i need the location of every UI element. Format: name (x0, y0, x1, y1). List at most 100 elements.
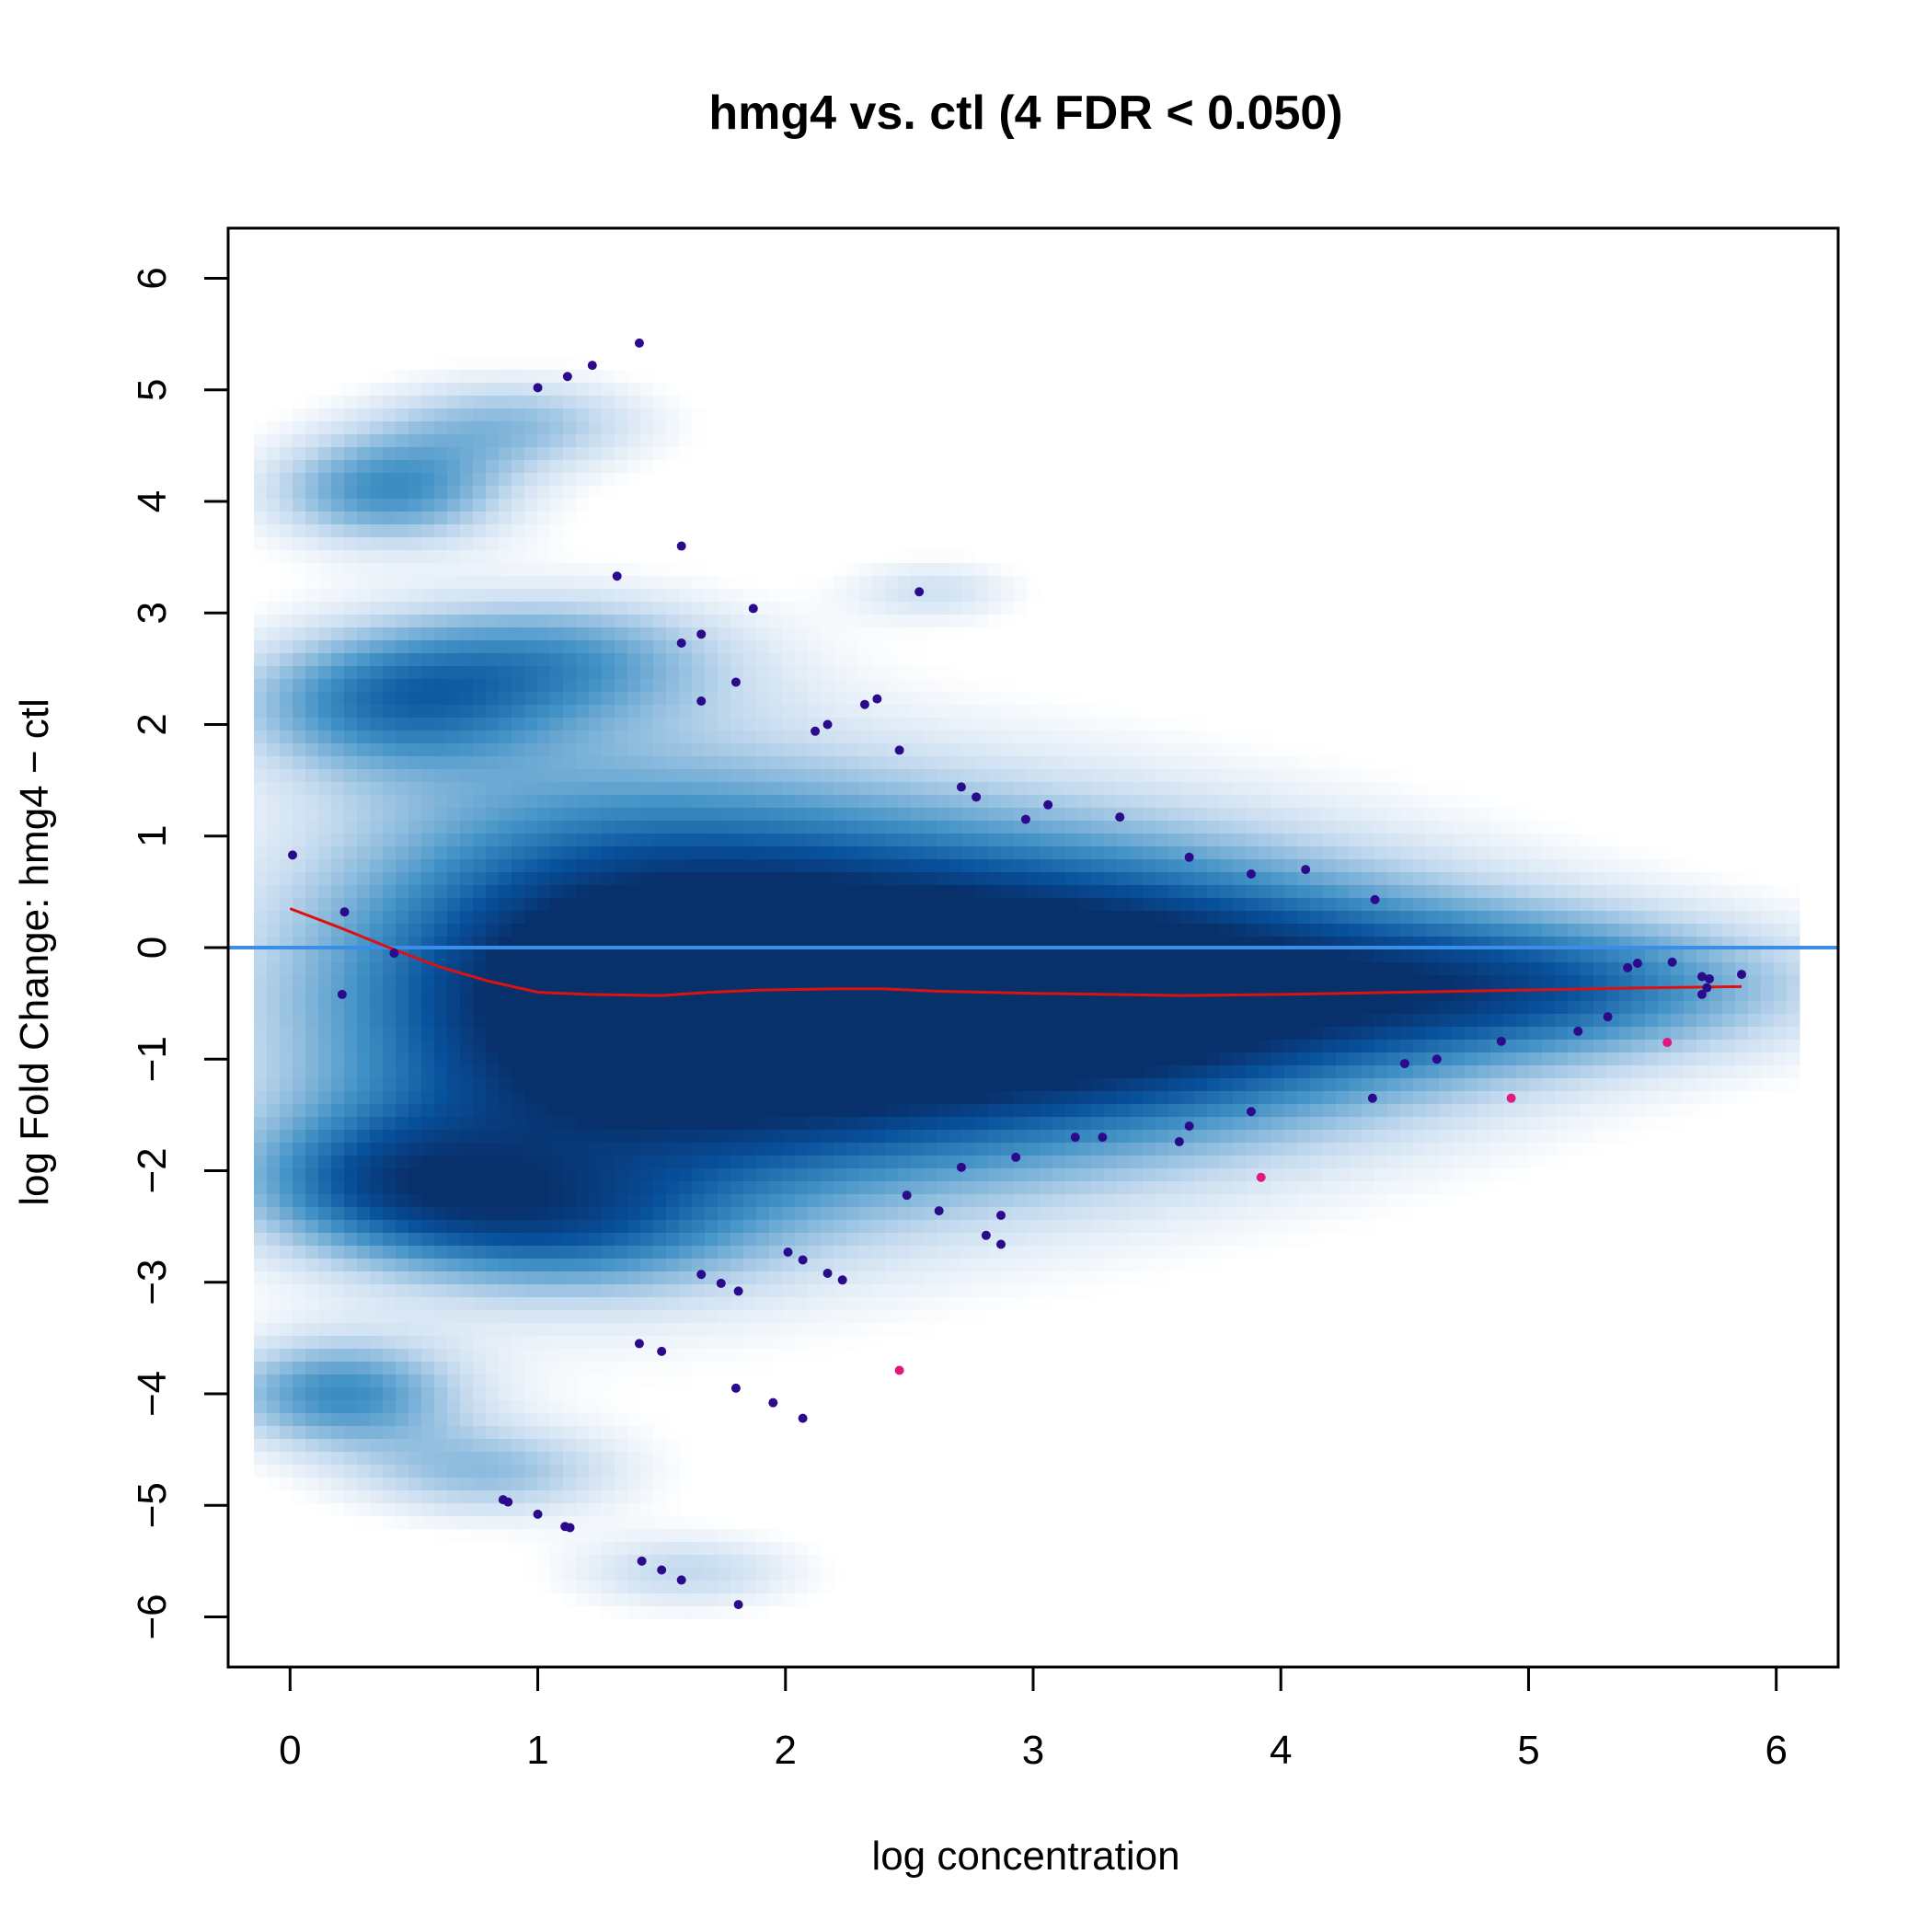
density-cell (911, 1027, 925, 1041)
density-cell (653, 383, 667, 397)
density-cell (602, 1568, 615, 1581)
density-cell (988, 602, 1002, 615)
density-cell (344, 730, 358, 744)
density-cell (782, 576, 796, 590)
density-cell (679, 1284, 693, 1298)
density-cell (898, 769, 912, 783)
density-cell (357, 769, 371, 783)
density-cell (486, 949, 500, 963)
density-cell (885, 872, 899, 886)
density-cell (408, 473, 422, 487)
density-cell (627, 1194, 641, 1208)
density-cell (885, 1310, 899, 1324)
density-cell (576, 885, 590, 899)
density-cell (1052, 1297, 1066, 1311)
density-cell (756, 1040, 770, 1053)
density-cell (499, 1362, 512, 1375)
density-cell (512, 512, 525, 525)
density-cell (692, 1581, 706, 1594)
density-cell (937, 769, 950, 783)
density-cell (305, 421, 319, 435)
density-cell (1027, 705, 1041, 719)
density-cell (576, 705, 590, 719)
density-cell (344, 898, 358, 912)
density-cell (331, 1413, 345, 1427)
density-cell (846, 1194, 860, 1208)
density-cell (589, 1065, 603, 1079)
density-cell (627, 1439, 641, 1453)
density-cell (911, 1040, 925, 1053)
density-cell (1014, 1014, 1028, 1028)
density-cell (640, 679, 654, 693)
density-cell (550, 1555, 564, 1569)
density-cell (872, 834, 886, 847)
density-cell (370, 1233, 384, 1247)
density-cell (473, 408, 487, 422)
density-cell (434, 1156, 448, 1169)
density-cell (1014, 1259, 1028, 1272)
density-cell (537, 408, 551, 422)
density-cell (550, 602, 564, 615)
density-cell (254, 1065, 268, 1079)
density-cell (370, 473, 384, 487)
density-cell (885, 615, 899, 628)
density-cell (344, 486, 358, 500)
density-cell (666, 975, 680, 989)
density-cell (756, 666, 770, 680)
density-cell (692, 962, 706, 976)
density-cell (331, 1052, 345, 1066)
density-cell (743, 1001, 757, 1015)
density-cell (460, 1181, 474, 1195)
density-cell (1027, 1181, 1041, 1195)
density-cell (846, 1027, 860, 1041)
density-cell (834, 769, 847, 783)
density-cell (743, 1181, 757, 1195)
density-cell (821, 962, 834, 976)
density-cell (795, 1297, 809, 1311)
density-cell (653, 1516, 667, 1530)
density-cell (782, 1581, 796, 1594)
density-cell (846, 1117, 860, 1131)
density-cell (975, 718, 989, 731)
density-cell (473, 602, 487, 615)
density-cell (537, 1387, 551, 1401)
density-cell (988, 576, 1002, 590)
density-cell (486, 1143, 500, 1156)
density-cell (834, 653, 847, 667)
density-cell (460, 718, 474, 731)
density-cell (563, 666, 577, 680)
density-cell (872, 859, 886, 873)
density-cell (331, 1156, 345, 1169)
density-cell (267, 834, 281, 847)
density-cell (370, 1400, 384, 1414)
density-cell (885, 1065, 899, 1079)
density-cell (460, 1143, 474, 1156)
density-cell (627, 1490, 641, 1504)
density-cell (254, 1027, 268, 1041)
density-cell (975, 1156, 989, 1169)
density-cell (679, 1014, 693, 1028)
density-cell (331, 821, 345, 834)
density-cell (486, 1284, 500, 1298)
density-cell (499, 782, 512, 796)
density-cell (615, 1336, 628, 1350)
density-cell (756, 795, 770, 809)
density-cell (1014, 1194, 1028, 1208)
density-cell (743, 1130, 757, 1144)
density-cell (795, 1568, 809, 1581)
density-cell (267, 821, 281, 834)
density-cell (615, 692, 628, 706)
density-cell (1052, 1040, 1066, 1053)
density-cell (589, 1233, 603, 1247)
density-cell (653, 924, 667, 937)
density-cell (331, 1452, 345, 1466)
density-cell (293, 1078, 306, 1092)
density-cell (421, 1336, 435, 1350)
density-cell (911, 808, 925, 822)
density-cell (421, 743, 435, 757)
density-cell (718, 1143, 731, 1156)
density-cell (627, 1220, 641, 1234)
density-cell (795, 1091, 809, 1105)
density-cell (924, 1259, 937, 1272)
density-cell (705, 962, 719, 976)
